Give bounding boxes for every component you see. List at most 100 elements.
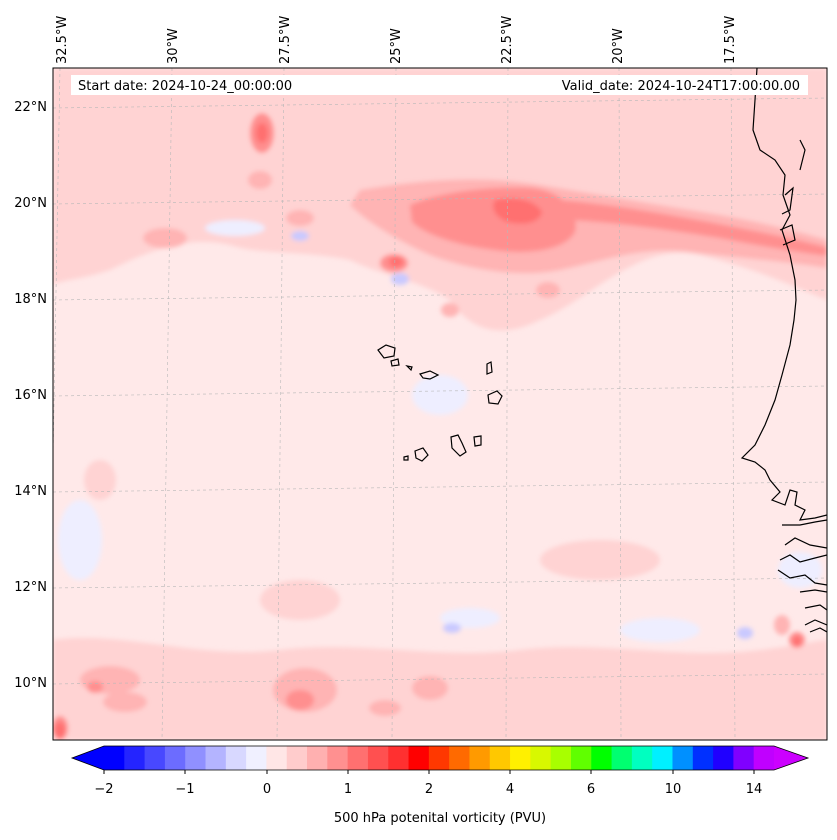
colorbar-swatch: [104, 746, 125, 770]
colorbar-swatch: [672, 746, 694, 770]
colorbar-swatch: [347, 746, 369, 770]
colorbar-swatch: [510, 746, 531, 770]
colorbar-swatch: [408, 746, 430, 770]
pv-blob: [774, 615, 790, 635]
colorbar-swatch: [570, 746, 592, 770]
colorbar-swatch: [428, 746, 450, 770]
colorbar-tick-label: −2: [94, 782, 113, 797]
colorbar-swatch: [388, 746, 410, 770]
pv-negative-patch: [737, 627, 753, 639]
colorbar-swatch: [286, 746, 308, 770]
colorbar-extend-high: [774, 746, 808, 770]
pv-blob: [536, 282, 560, 298]
pv-blob: [248, 171, 272, 189]
pv-blob: [369, 700, 401, 716]
colorbar-swatch: [469, 746, 491, 770]
pv-negative-patch: [412, 375, 468, 415]
colorbar-swatch: [692, 746, 714, 770]
colorbar-swatch: [611, 746, 633, 770]
meridian-30w: [161, 68, 173, 740]
longitude-labels: 32.5°W 30°W 27.5°W 25°W 22.5°W 20°W 17.5…: [55, 16, 738, 64]
lat-label: 14°N: [14, 484, 47, 499]
pv-blob: [286, 690, 314, 710]
pv-negative-patch: [440, 608, 500, 628]
colorbar-swatch: [713, 746, 734, 770]
meridian-25w: [391, 68, 397, 740]
colorbar-swatch: [164, 746, 186, 770]
colorbar-tick-labels: −2 −1 0 1 2 4 6 10 14: [94, 782, 762, 797]
island-boa-vista: [487, 390, 503, 405]
pv-jet-tail: [560, 200, 827, 256]
meridian-22-5w: [505, 68, 509, 740]
colorbar: −2 −1 0 1 2 4 6 10 14 500 hPa potenital …: [70, 745, 810, 826]
lat-label: 20°N: [14, 196, 47, 211]
pv-blob: [260, 580, 340, 620]
lat-label: 10°N: [14, 676, 47, 691]
colorbar-tick-label: 2: [425, 782, 433, 797]
lon-label: 22.5°W: [500, 16, 515, 64]
pv-blob: [103, 692, 147, 712]
pv-blob: [143, 228, 187, 248]
pv-blob: [793, 636, 801, 646]
colorbar-tick-label: 4: [506, 782, 514, 797]
meridian-20w: [618, 68, 622, 740]
pv-field: Start date: 2024-10-24_00:00:00 Valid_da…: [53, 68, 827, 740]
pv-core-max: [493, 198, 542, 224]
lon-label: 17.5°W: [723, 16, 738, 64]
graticule: [53, 68, 827, 740]
date-info-box: Start date: 2024-10-24_00:00:00 Valid_da…: [71, 75, 808, 95]
pv-core: [410, 187, 576, 252]
colorbar-swatch: [631, 746, 653, 770]
pv-negative-patch: [291, 231, 309, 241]
colorbar-swatch: [144, 746, 166, 770]
pv-blob: [540, 540, 660, 580]
lat-label: 22°N: [14, 100, 47, 115]
colorbar-swatch: [225, 746, 247, 770]
pv-contours: [53, 68, 827, 740]
map-frame: [52, 67, 828, 741]
island-brava: [403, 455, 409, 461]
colorbar-swatch: [367, 746, 389, 770]
colorbar-swatch: [124, 746, 146, 770]
colorbar-swatch: [489, 746, 511, 770]
colorbar-swatches: [104, 746, 775, 770]
colorbar-swatch: [185, 746, 207, 770]
colorbar-swatch: [591, 746, 613, 770]
pv-negative-patch: [58, 500, 102, 580]
pv-blob: [750, 682, 810, 718]
pv-blob: [256, 123, 268, 143]
colorbar-swatch: [753, 746, 775, 770]
meridian-17-5w: [730, 68, 736, 740]
island-santa-luzia: [405, 365, 413, 372]
pv-negative-patch: [620, 618, 700, 642]
pv-blob: [389, 257, 403, 267]
date-info-background: [71, 75, 808, 95]
valid-date-text: Valid_date: 2024-10-24T17:00:00.00: [562, 79, 800, 94]
colorbar-tick-label: 14: [746, 782, 763, 797]
island-santo-antao: [377, 344, 396, 359]
colorbar-tick-label: 1: [344, 782, 352, 797]
pv-negative-patch: [205, 220, 265, 236]
colorbar-swatch: [733, 746, 755, 770]
island-maio: [473, 435, 482, 447]
colorbar-swatch: [246, 746, 267, 770]
colorbar-tick-label: 6: [587, 782, 595, 797]
lat-label: 16°N: [14, 388, 47, 403]
africa-coastline: [740, 68, 827, 633]
colorbar-tick-label: −1: [175, 782, 194, 797]
lat-label: 12°N: [14, 580, 47, 595]
colorbar-swatch: [307, 746, 328, 770]
pv-negative-patch: [443, 623, 461, 633]
pv-negative-patch: [778, 552, 822, 588]
africa-coast-detail: [779, 139, 806, 246]
pv-blob: [412, 676, 448, 700]
latitude-labels: 22°N 20°N 18°N 16°N 14°N 12°N 10°N: [14, 100, 47, 691]
colorbar-extend-low: [72, 746, 104, 770]
meridian-32-5w: [53, 68, 61, 477]
island-sao-vicente: [390, 358, 400, 367]
colorbar-swatch: [449, 746, 470, 770]
lon-label: 25°W: [389, 28, 404, 64]
colorbar-swatch: [266, 746, 288, 770]
